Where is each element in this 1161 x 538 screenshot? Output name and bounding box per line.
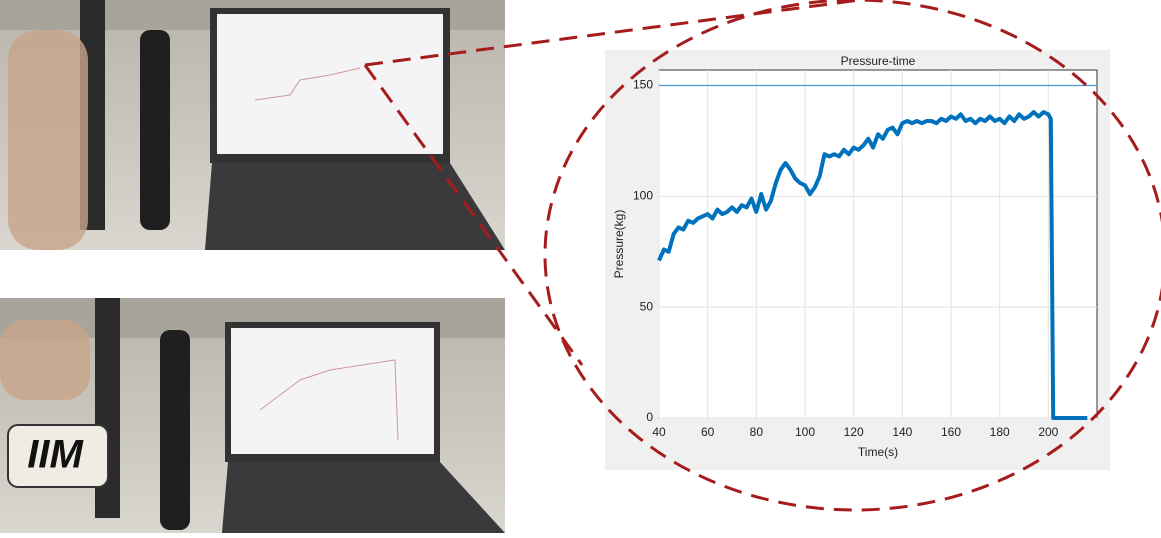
y-tick-label: 150	[633, 78, 653, 92]
x-tick-label: 40	[652, 425, 666, 439]
x-tick-label: 140	[892, 425, 912, 439]
x-tick-label: 160	[941, 425, 961, 439]
y-tick-label: 50	[640, 299, 654, 313]
photo-bottom: IIM	[0, 298, 505, 533]
zoom-indicator	[363, 0, 1161, 512]
data-line	[657, 110, 1088, 420]
y-tick-label: 0	[646, 410, 653, 424]
x-tick-label: 120	[844, 425, 864, 439]
x-axis-label: Time(s)	[858, 445, 898, 459]
x-tick-label: 80	[750, 425, 764, 439]
x-tick-label: 100	[795, 425, 815, 439]
chart-title: Pressure-time	[841, 54, 916, 68]
x-tick-label: 200	[1038, 425, 1058, 439]
x-tick-label: 180	[990, 425, 1010, 439]
x-tick-label: 60	[701, 425, 715, 439]
y-axis-label: Pressure(kg)	[612, 210, 626, 279]
photo-top	[0, 0, 505, 250]
sign-text: IIM	[27, 433, 84, 477]
chart-panel: Pressure-time Time(s) Pressure(kg) 40 60 8…	[605, 50, 1110, 470]
y-tick-label: 100	[633, 189, 653, 203]
